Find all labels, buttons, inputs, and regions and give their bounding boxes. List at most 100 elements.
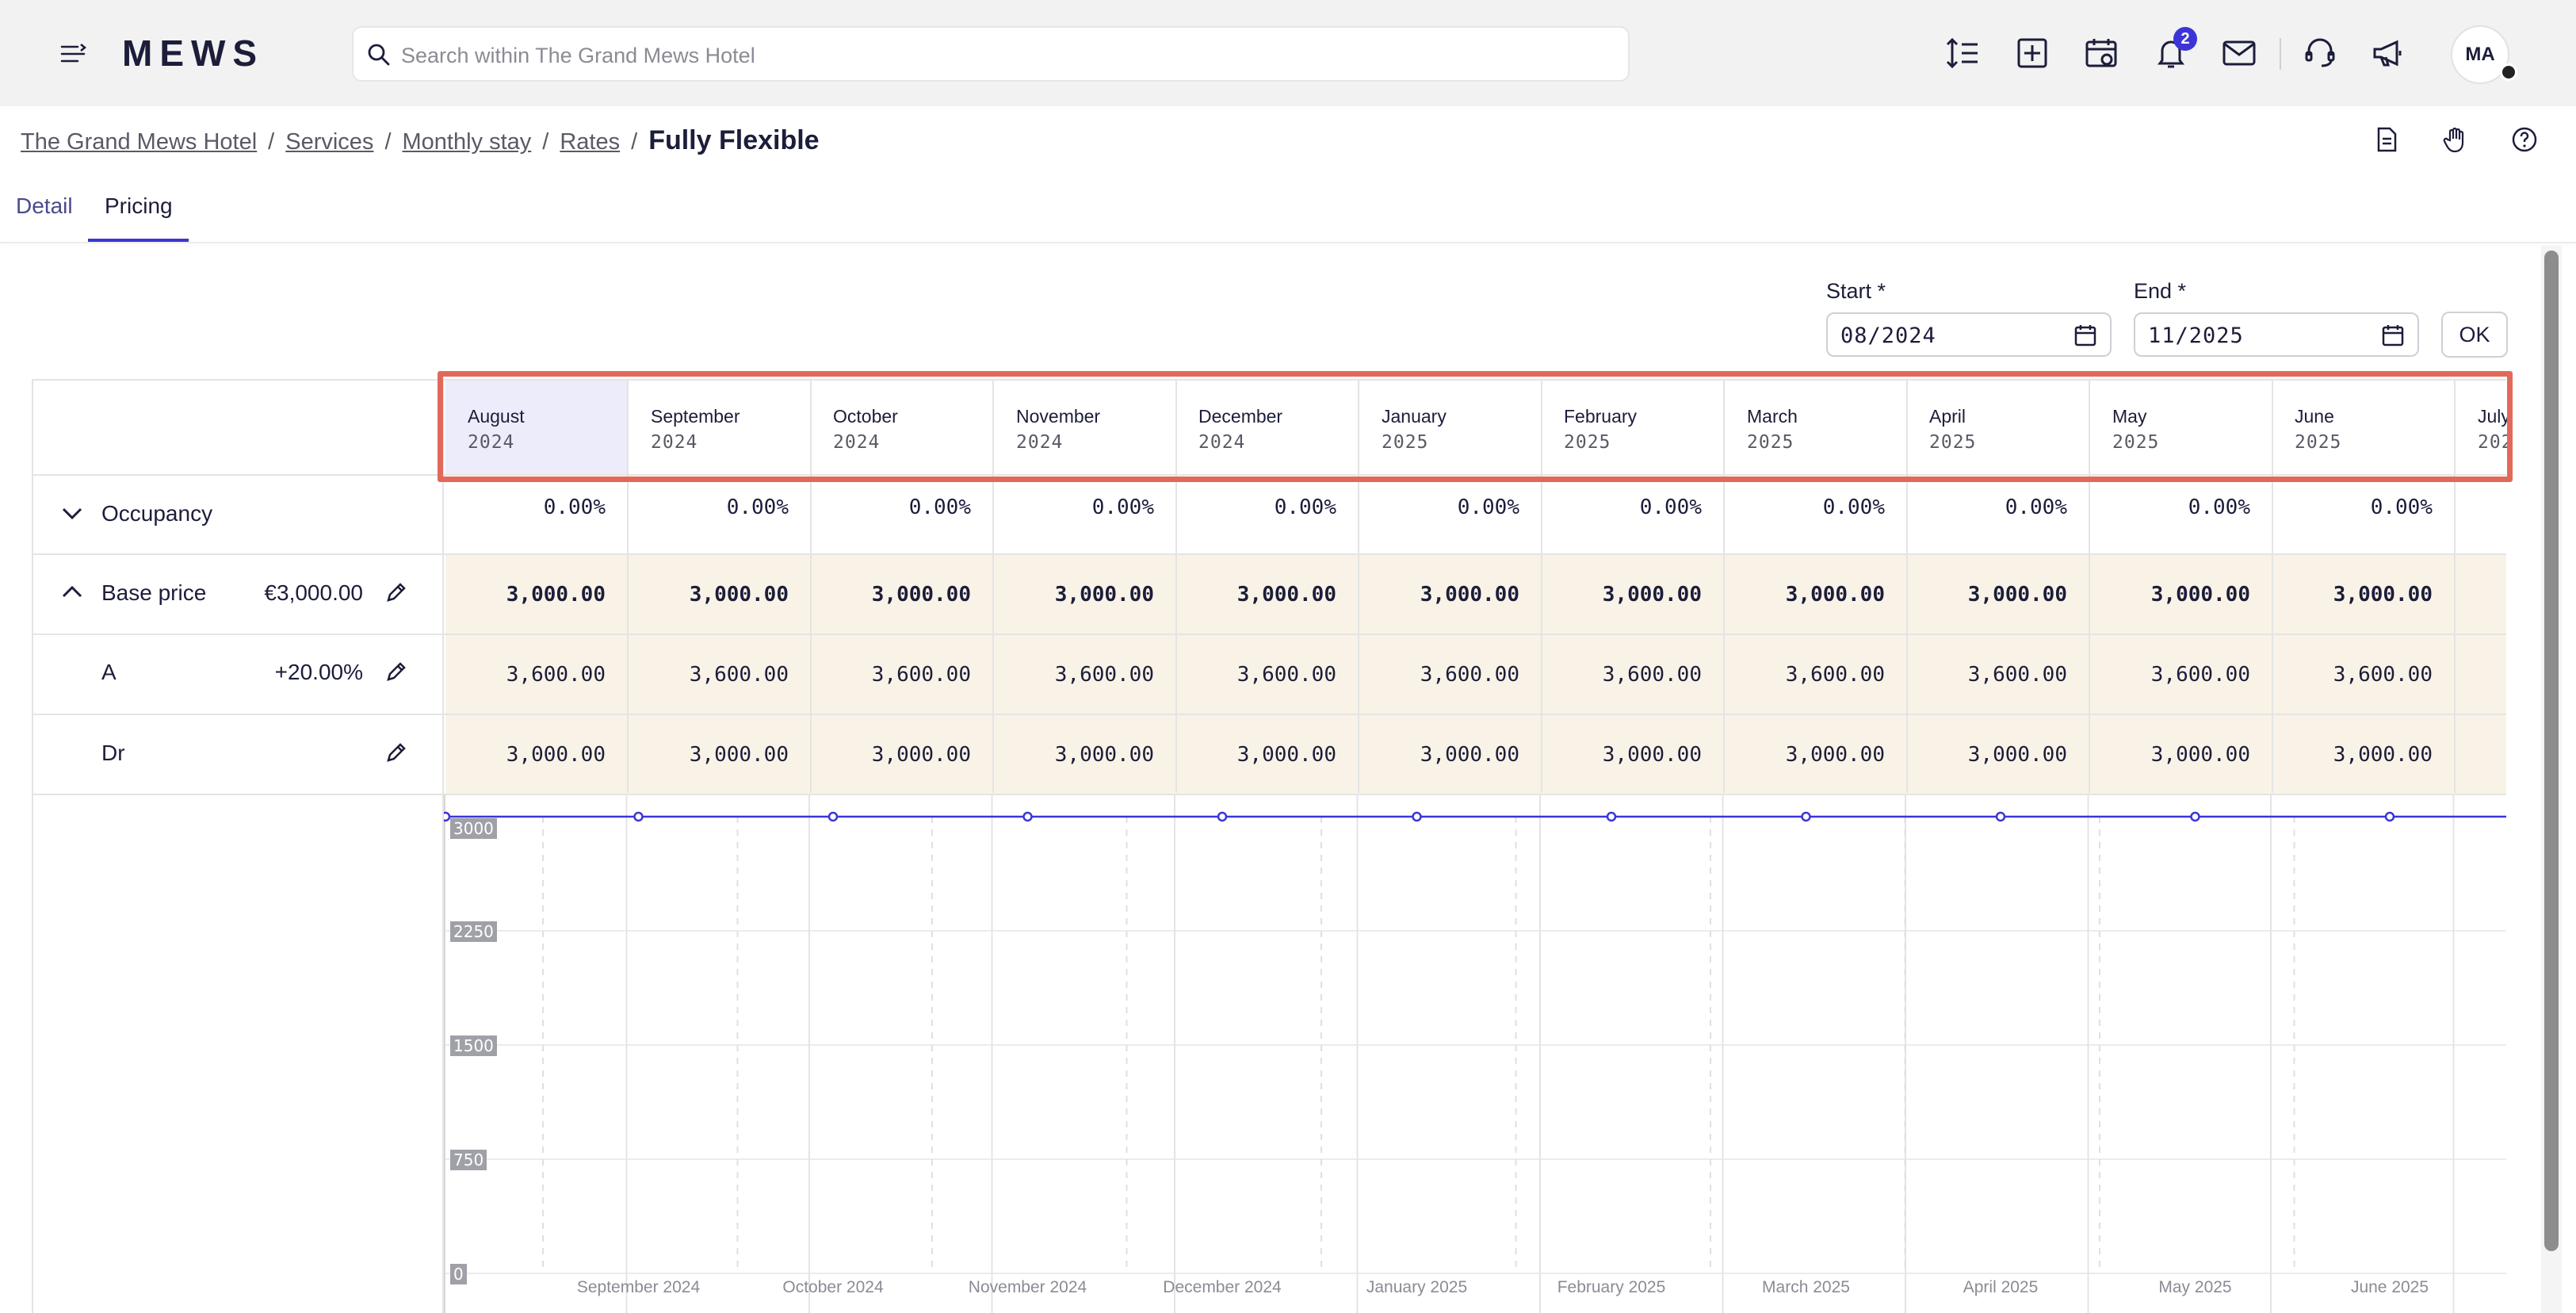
a-cell[interactable]: 3,600.00: [2150, 663, 2250, 687]
a-cell[interactable]: 3,600.00: [1967, 663, 2067, 687]
hand-icon[interactable]: [2441, 125, 2470, 154]
a-amount: +20.00%: [274, 660, 363, 684]
edit-icon[interactable]: [384, 659, 409, 684]
a-cell[interactable]: 3,600.00: [506, 663, 606, 687]
month-year: 202: [2478, 432, 2513, 453]
month-year: 2025: [1929, 432, 1977, 453]
tab-detail[interactable]: Detail: [16, 193, 73, 218]
month-header[interactable]: January 2025: [1359, 381, 1542, 474]
calendar-view-icon[interactable]: [2083, 35, 2119, 71]
dr-cell[interactable]: 3,000.00: [506, 743, 606, 767]
base-price-cell[interactable]: 3,000.00: [1785, 583, 1885, 607]
occupancy-cell: 0.00%: [2188, 496, 2250, 519]
dr-cell[interactable]: 3,000.00: [1054, 743, 1154, 767]
data-point: [1022, 811, 1033, 822]
month-header[interactable]: February 2025: [1542, 381, 1724, 474]
dr-cell[interactable]: 3,000.00: [1236, 743, 1336, 767]
base-price-cell[interactable]: 3,000.00: [1967, 583, 2067, 607]
base-price-cell[interactable]: 3,000.00: [1054, 583, 1154, 607]
dr-cell[interactable]: 3,000.00: [1967, 743, 2067, 767]
month-header[interactable]: May 2025: [2090, 381, 2272, 474]
menu-icon[interactable]: [59, 40, 87, 68]
breadcrumb-rates[interactable]: Rates: [560, 129, 621, 155]
base-price-cell[interactable]: 3,000.00: [2150, 583, 2250, 607]
search-bar[interactable]: Search within The Grand Mews Hotel: [352, 26, 1630, 82]
dr-cell[interactable]: 3,000.00: [689, 743, 789, 767]
month-header[interactable]: August 2024: [445, 381, 628, 474]
dr-cell[interactable]: 3,000.00: [871, 743, 971, 767]
row-divider: [32, 794, 2506, 795]
a-cell[interactable]: 3,600.00: [689, 663, 789, 687]
dr-cell[interactable]: 3,000.00: [2150, 743, 2250, 767]
breadcrumb-monthly-stay[interactable]: Monthly stay: [402, 129, 532, 155]
base-price-cell[interactable]: 3,000.00: [506, 583, 606, 607]
calendar-icon[interactable]: [2379, 322, 2406, 349]
month-year: 2024: [468, 432, 515, 453]
month-column-divider: [2090, 381, 2273, 793]
a-cell[interactable]: 3,600.00: [1420, 663, 1519, 687]
a-label: A: [101, 660, 117, 684]
month-year: 2025: [1564, 432, 1611, 453]
month-year: 2025: [2295, 432, 2342, 453]
month-header[interactable]: July 202: [2456, 381, 2576, 474]
month-header[interactable]: March 2025: [1725, 381, 1907, 474]
edit-icon[interactable]: [384, 580, 409, 605]
start-date-input[interactable]: 08/2024: [1826, 312, 2112, 357]
base-price-cell[interactable]: 3,000.00: [871, 583, 971, 607]
breadcrumb-services[interactable]: Services: [285, 129, 374, 155]
chevron-up-icon[interactable]: [59, 579, 86, 606]
month-year: 2025: [1747, 432, 1794, 453]
data-point: [444, 811, 451, 822]
chevron-down-icon[interactable]: [59, 500, 86, 526]
x-tick-label: March 2025: [1762, 1278, 1850, 1296]
a-cell[interactable]: 3,600.00: [1602, 663, 1702, 687]
line-height-icon[interactable]: [1944, 35, 1981, 71]
announcement-icon[interactable]: [2370, 35, 2406, 71]
user-avatar[interactable]: MA: [2451, 25, 2509, 84]
month-name: May: [2112, 406, 2147, 427]
a-cell[interactable]: 3,600.00: [1054, 663, 1154, 687]
occupancy-cell: 0.00%: [1639, 496, 1702, 519]
month-header[interactable]: November 2024: [994, 381, 1176, 474]
base-price-cell[interactable]: 3,000.00: [689, 583, 789, 607]
mews-logo[interactable]: MEWS: [122, 33, 265, 74]
month-header[interactable]: September 2024: [629, 381, 811, 474]
a-cell[interactable]: 3,600.00: [1785, 663, 1885, 687]
a-cell[interactable]: 3,600.00: [871, 663, 971, 687]
month-year: 2024: [651, 432, 698, 453]
base-price-cell[interactable]: 3,000.00: [1602, 583, 1702, 607]
base-price-cell[interactable]: 3,000.00: [2333, 583, 2433, 607]
a-cell[interactable]: 3,600.00: [1236, 663, 1336, 687]
month-header[interactable]: December 2024: [1176, 381, 1359, 474]
help-icon[interactable]: [2510, 125, 2539, 154]
dr-cell[interactable]: 3,000.00: [1420, 743, 1519, 767]
a-cell[interactable]: 3,600.00: [2333, 663, 2433, 687]
month-year: 2025: [1382, 432, 1429, 453]
status-indicator: [2500, 63, 2517, 81]
add-icon[interactable]: [2014, 35, 2050, 71]
month-header[interactable]: June 2025: [2272, 381, 2455, 474]
calendar-icon[interactable]: [2072, 322, 2099, 349]
data-point: [1606, 811, 1617, 822]
support-icon[interactable]: [2302, 35, 2338, 71]
dr-cell[interactable]: 3,000.00: [2333, 743, 2433, 767]
occupancy-cell: 0.00%: [1457, 496, 1519, 519]
dr-cell[interactable]: 3,000.00: [1785, 743, 1885, 767]
month-header[interactable]: October 2024: [811, 381, 993, 474]
x-tick-label: October 2024: [782, 1278, 884, 1296]
dr-cell[interactable]: 3,000.00: [1602, 743, 1702, 767]
end-date-input[interactable]: 11/2025: [2134, 312, 2419, 357]
ok-button[interactable]: OK: [2441, 312, 2508, 358]
breadcrumb-hotel[interactable]: The Grand Mews Hotel: [21, 129, 258, 155]
month-header[interactable]: April 2025: [1907, 381, 2089, 474]
row-divider: [32, 553, 2506, 555]
scrollbar-thumb[interactable]: [2544, 251, 2559, 1251]
month-column-divider: [811, 381, 994, 793]
base-price-cell[interactable]: 3,000.00: [1236, 583, 1336, 607]
base-price-cell[interactable]: 3,000.00: [1420, 583, 1519, 607]
toolbar-divider: [2280, 38, 2281, 70]
document-icon[interactable]: [2372, 125, 2401, 154]
mail-icon[interactable]: [2221, 35, 2257, 71]
edit-icon[interactable]: [384, 740, 409, 765]
tab-pricing[interactable]: Pricing: [105, 193, 173, 218]
